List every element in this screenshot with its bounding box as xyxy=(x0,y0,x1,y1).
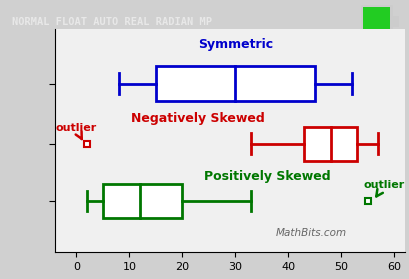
Bar xyxy=(103,184,182,218)
Text: NORMAL FLOAT AUTO REAL RADIAN MP: NORMAL FLOAT AUTO REAL RADIAN MP xyxy=(12,18,212,28)
Bar xyxy=(156,66,315,101)
Text: Negatively Skewed: Negatively Skewed xyxy=(131,112,265,126)
Text: outlier: outlier xyxy=(364,180,405,196)
Text: Positively Skewed: Positively Skewed xyxy=(204,170,330,183)
Text: outlier: outlier xyxy=(55,123,97,139)
Bar xyxy=(363,7,390,36)
Text: MathBits.com: MathBits.com xyxy=(276,228,346,238)
Bar xyxy=(304,127,357,161)
Bar xyxy=(362,6,391,37)
Text: Symmetric: Symmetric xyxy=(198,38,273,51)
Bar xyxy=(391,16,399,27)
